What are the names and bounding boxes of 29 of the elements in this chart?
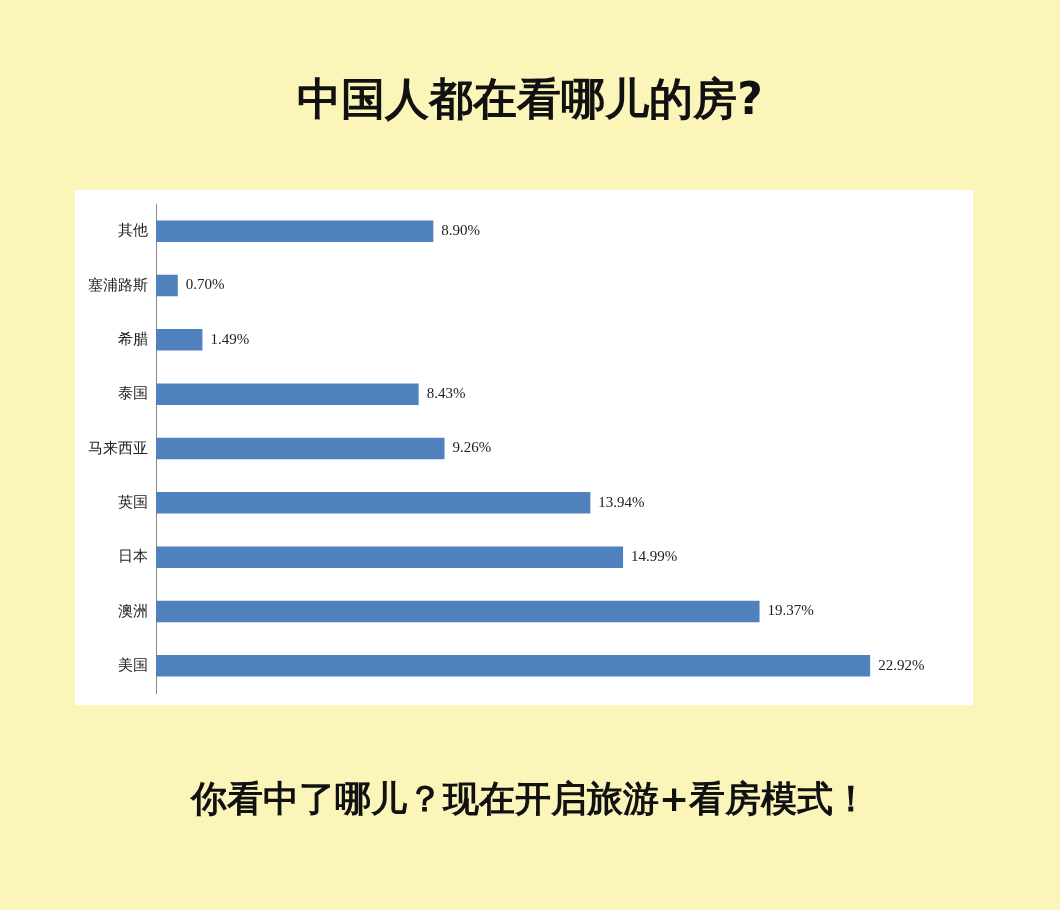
- bar: [156, 383, 419, 405]
- data-label: 9.26%: [452, 439, 492, 456]
- bar: [156, 220, 434, 242]
- y-tick-label: 马来西亚: [88, 438, 148, 456]
- bar: [156, 437, 445, 460]
- data-label: 14.99%: [631, 548, 678, 565]
- data-label: 22.92%: [878, 656, 925, 673]
- data-label: 1.49%: [210, 330, 250, 347]
- chart-title: 中国人都在看哪儿的房?: [296, 72, 764, 126]
- y-tick-label: 澳洲: [118, 601, 148, 619]
- bar: [156, 274, 178, 297]
- text: 你看中了哪儿？现在开启旅游+看房模式！: [189, 777, 871, 821]
- bar: [156, 329, 203, 351]
- y-tick-label: 美国: [118, 655, 148, 673]
- bar: [156, 655, 871, 677]
- y-tick-label: 塞浦路斯: [88, 275, 148, 293]
- y-tick-label: 其他: [118, 221, 148, 239]
- data-label: 19.37%: [767, 602, 814, 619]
- data-label: 8.90%: [441, 222, 481, 239]
- data-label: 8.43%: [426, 385, 466, 402]
- y-tick-label: 英国: [118, 492, 148, 510]
- bar: [156, 492, 591, 514]
- y-tick-label: 希腊: [118, 329, 148, 347]
- bar: [156, 546, 624, 568]
- y-tick-label: 泰国: [118, 384, 148, 402]
- data-label: 13.94%: [598, 493, 645, 510]
- y-tick-label: 日本: [118, 547, 148, 565]
- bar: [156, 600, 760, 623]
- data-label: 0.70%: [185, 276, 225, 293]
